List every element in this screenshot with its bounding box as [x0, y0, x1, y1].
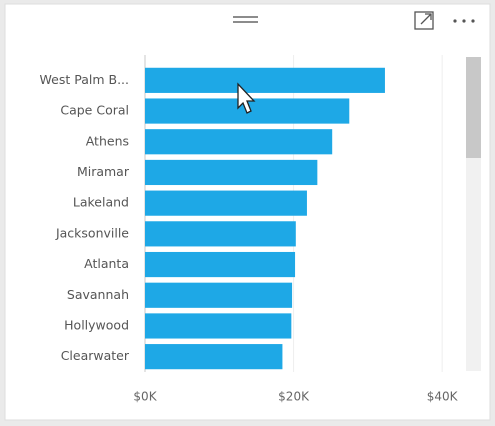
bar — [145, 282, 293, 308]
x-tick-label: $0K — [133, 390, 157, 404]
y-tick-label: Cape Coral — [60, 103, 129, 118]
y-tick-label: West Palm B... — [40, 72, 129, 87]
bar — [145, 344, 283, 370]
bar — [145, 251, 296, 278]
plot-area: $0K $20K $40K West Palm B... Cape Coral Athen… — [40, 55, 459, 404]
y-tick-label: Atlanta — [84, 256, 129, 271]
bar — [145, 313, 292, 339]
bar — [145, 190, 307, 216]
bar — [145, 159, 318, 186]
x-tick-label: $20K — [278, 390, 310, 404]
drag-handle[interactable] — [233, 16, 258, 23]
scrollbar-thumb[interactable] — [466, 57, 481, 158]
y-tick-label: Miramar — [77, 164, 130, 179]
y-tick-label: Savannah — [67, 287, 129, 302]
y-tick-label: Hollywood — [64, 317, 129, 332]
y-tick-label: Jacksonville — [55, 225, 129, 240]
y-tick-label: Lakeland — [73, 195, 129, 210]
bar — [145, 67, 385, 93]
bar — [145, 221, 296, 247]
mouse-cursor — [237, 82, 256, 114]
x-tick-label: $40K — [427, 390, 459, 404]
bar — [145, 129, 333, 155]
more-options-button[interactable] — [453, 19, 475, 23]
y-tick-label: Clearwater — [61, 348, 130, 363]
focus-mode-button[interactable] — [414, 11, 434, 30]
y-tick-label: Athens — [86, 133, 129, 148]
